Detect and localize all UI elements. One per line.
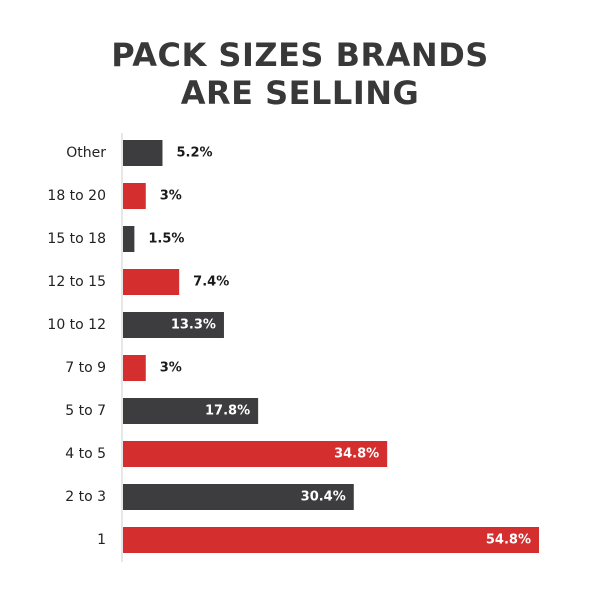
bar xyxy=(123,226,135,252)
value-label: 3% xyxy=(160,189,182,204)
category-label: 7 to 9 xyxy=(65,360,106,376)
category-label: 5 to 7 xyxy=(65,403,106,419)
value-label: 54.8% xyxy=(486,533,531,548)
category-label: 12 to 15 xyxy=(47,274,106,290)
category-label: Other xyxy=(66,145,106,161)
category-label: 2 to 3 xyxy=(65,489,106,505)
value-label: 13.3% xyxy=(171,318,216,333)
category-label: 1 xyxy=(97,532,106,548)
chart-title-line-1: PACK SIZES BRANDS xyxy=(111,36,489,74)
chart-title-line-2: ARE SELLING xyxy=(180,74,420,112)
category-label: 10 to 12 xyxy=(47,317,106,333)
value-label: 34.8% xyxy=(334,447,379,462)
value-label: 1.5% xyxy=(148,232,184,247)
bar xyxy=(123,269,180,295)
category-label: 4 to 5 xyxy=(65,446,106,462)
value-label: 17.8% xyxy=(205,404,250,419)
bar xyxy=(123,355,146,381)
value-label: 5.2% xyxy=(176,146,212,161)
value-label: 3% xyxy=(160,361,182,376)
bar xyxy=(123,140,163,166)
value-label: 30.4% xyxy=(301,490,346,505)
bar xyxy=(123,183,146,209)
bar xyxy=(123,527,539,553)
category-label: 18 to 20 xyxy=(47,188,106,204)
category-label: 15 to 18 xyxy=(47,231,106,247)
bar xyxy=(123,484,354,510)
value-label: 7.4% xyxy=(193,275,229,290)
bar xyxy=(123,441,388,467)
bar xyxy=(123,398,259,424)
chart-title: PACK SIZES BRANDS ARE SELLING xyxy=(0,36,600,112)
bar xyxy=(123,312,224,338)
